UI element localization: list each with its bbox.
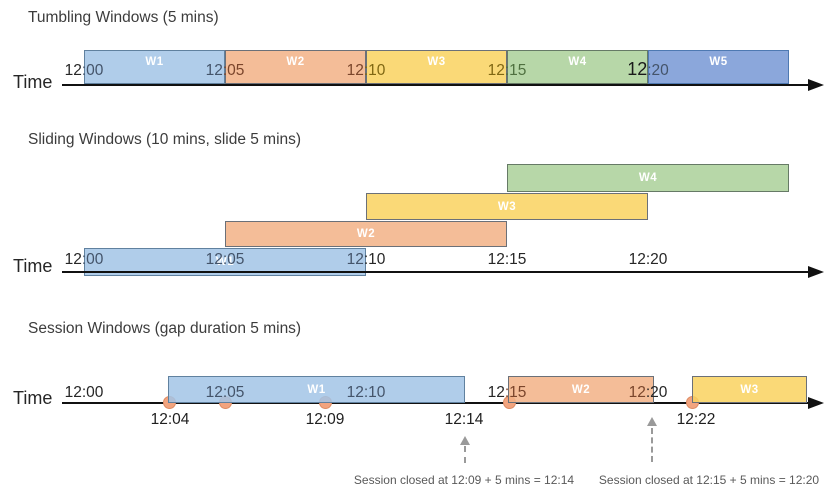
tick-post: :05	[222, 251, 245, 268]
event-time-label: 12:14	[444, 411, 484, 428]
tumbling-window-w1: W1	[84, 50, 225, 84]
tumbling-window-w4: W4	[507, 50, 648, 84]
axis-tick: 12:15	[488, 252, 527, 268]
axis-tick: 12:15	[488, 63, 527, 79]
session-close-arrow-line	[651, 428, 653, 462]
session-close-note: Session closed at 12:15 + 5 mins = 12:20	[598, 473, 820, 487]
time-axis-label: Time	[13, 256, 53, 276]
tumbling-window-w2: W2	[225, 50, 366, 84]
tick-pre: 12	[205, 62, 223, 79]
tick-pre: 12	[487, 384, 505, 401]
window-label: W1	[145, 56, 164, 68]
tumbling-window-w5: W5	[648, 50, 789, 84]
axis-arrowhead-icon	[808, 79, 824, 91]
event-time-label: 12:09	[305, 411, 345, 428]
tick-post: :15	[504, 251, 527, 268]
window-label: W1	[215, 256, 235, 268]
tick-pre: 12	[64, 251, 82, 268]
axis-tick: 12:00	[65, 385, 104, 401]
axis-tick: 12:20	[629, 252, 668, 268]
axis-tick: 12:20	[627, 59, 669, 79]
axis-tick: 12:15	[488, 385, 527, 401]
sliding-window-w3: W3	[366, 193, 648, 220]
session-close-arrow-icon	[647, 417, 657, 426]
time-axis-line	[62, 402, 810, 404]
axis-tick: 12:00	[65, 63, 104, 79]
tick-post: :05	[222, 62, 245, 79]
window-label: W3	[427, 56, 446, 68]
axis-tick: 12:05	[206, 252, 245, 268]
tick-post: :00	[81, 62, 104, 79]
tick-post: :10	[363, 251, 386, 268]
tick-post: :20	[645, 251, 668, 268]
axis-tick: 12:05	[206, 63, 245, 79]
tick-post: :15	[504, 384, 527, 401]
session-window-w3: W3	[692, 376, 807, 403]
time-axis-label: Time	[13, 388, 53, 408]
axis-tick: 12:10	[347, 63, 386, 79]
session-window-w1: W1	[168, 376, 465, 403]
section-title-session: Session Windows (gap duration 5 mins)	[28, 320, 302, 337]
section-title-tumbling: Tumbling Windows (5 mins)	[28, 9, 219, 26]
sliding-window-w4: W4	[507, 164, 789, 192]
session-close-arrow-line	[464, 446, 466, 463]
axis-tick: 12:00	[65, 252, 104, 268]
tick-pre: 12	[487, 251, 505, 268]
tick-post: :00	[81, 251, 104, 268]
tick-pre: 12	[205, 251, 223, 268]
sliding-window-w2: W2	[225, 221, 507, 247]
session-close-note: Session closed at 12:09 + 5 mins = 12:14	[353, 473, 575, 487]
tick-pre: 12	[64, 384, 82, 401]
window-label: W2	[356, 228, 376, 240]
tumbling-window-w3: W3	[366, 50, 507, 84]
time-axis-line	[62, 271, 810, 273]
tick-pre: 12	[628, 251, 646, 268]
tick-post: :00	[81, 384, 104, 401]
window-label: W5	[709, 56, 728, 68]
tick-pre: 12	[628, 384, 646, 401]
window-label: W2	[286, 56, 305, 68]
axis-arrowhead-icon	[808, 397, 824, 409]
session-close-arrow-icon	[460, 436, 470, 445]
axis-tick: 12:10	[347, 252, 386, 268]
tick-post: :10	[363, 62, 386, 79]
inbox-tick: 12:10	[346, 384, 386, 401]
axis-arrowhead-icon	[808, 266, 824, 278]
window-label: W4	[638, 172, 658, 184]
window-label: W3	[497, 200, 517, 213]
axis-tick: 12:20	[629, 385, 668, 401]
inbox-tick: 12:05	[205, 384, 245, 401]
session-window-w2: W2	[508, 376, 654, 403]
window-label: W3	[740, 383, 759, 396]
tick-post: :20	[645, 384, 668, 401]
tick-pre: 12	[627, 59, 648, 79]
event-time-label: 12:22	[676, 411, 716, 428]
time-axis-line	[62, 84, 810, 86]
time-axis-label: Time	[13, 72, 53, 92]
event-time-label: 12:04	[150, 411, 190, 428]
tick-pre: 12	[64, 62, 82, 79]
window-label: W4	[568, 56, 587, 68]
tick-pre: 12	[346, 62, 364, 79]
tick-pre: 12	[487, 62, 505, 79]
section-title-sliding: Sliding Windows (10 mins, slide 5 mins)	[28, 131, 302, 148]
window-label: W1	[307, 383, 326, 396]
window-label: W2	[571, 383, 591, 396]
tick-post: :20	[647, 62, 669, 79]
tick-post: :15	[504, 62, 527, 79]
tick-pre: 12	[346, 251, 364, 268]
